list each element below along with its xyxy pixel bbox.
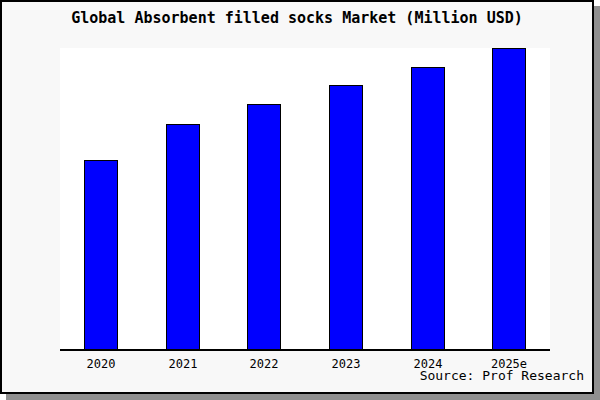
chart-figure: Global Absorbent filled socks Market (Mi…: [0, 0, 600, 400]
bar-2023: [329, 85, 363, 349]
bar-2022: [247, 104, 281, 349]
bar-2020: [84, 160, 118, 349]
chart-frame: Global Absorbent filled socks Market (Mi…: [0, 0, 594, 394]
x-tick-label-2021: 2021: [169, 357, 198, 371]
x-tick-label-2020: 2020: [87, 357, 116, 371]
source-note: Source: Prof Research: [420, 368, 584, 383]
bar-2024: [411, 67, 445, 349]
chart-title: Global Absorbent filled socks Market (Mi…: [2, 9, 592, 27]
bar-2025e: [492, 48, 526, 349]
plot-area: [60, 48, 550, 351]
x-tick-label-2022: 2022: [250, 357, 279, 371]
bar-2021: [166, 124, 200, 349]
x-tick-label-2023: 2023: [332, 357, 361, 371]
